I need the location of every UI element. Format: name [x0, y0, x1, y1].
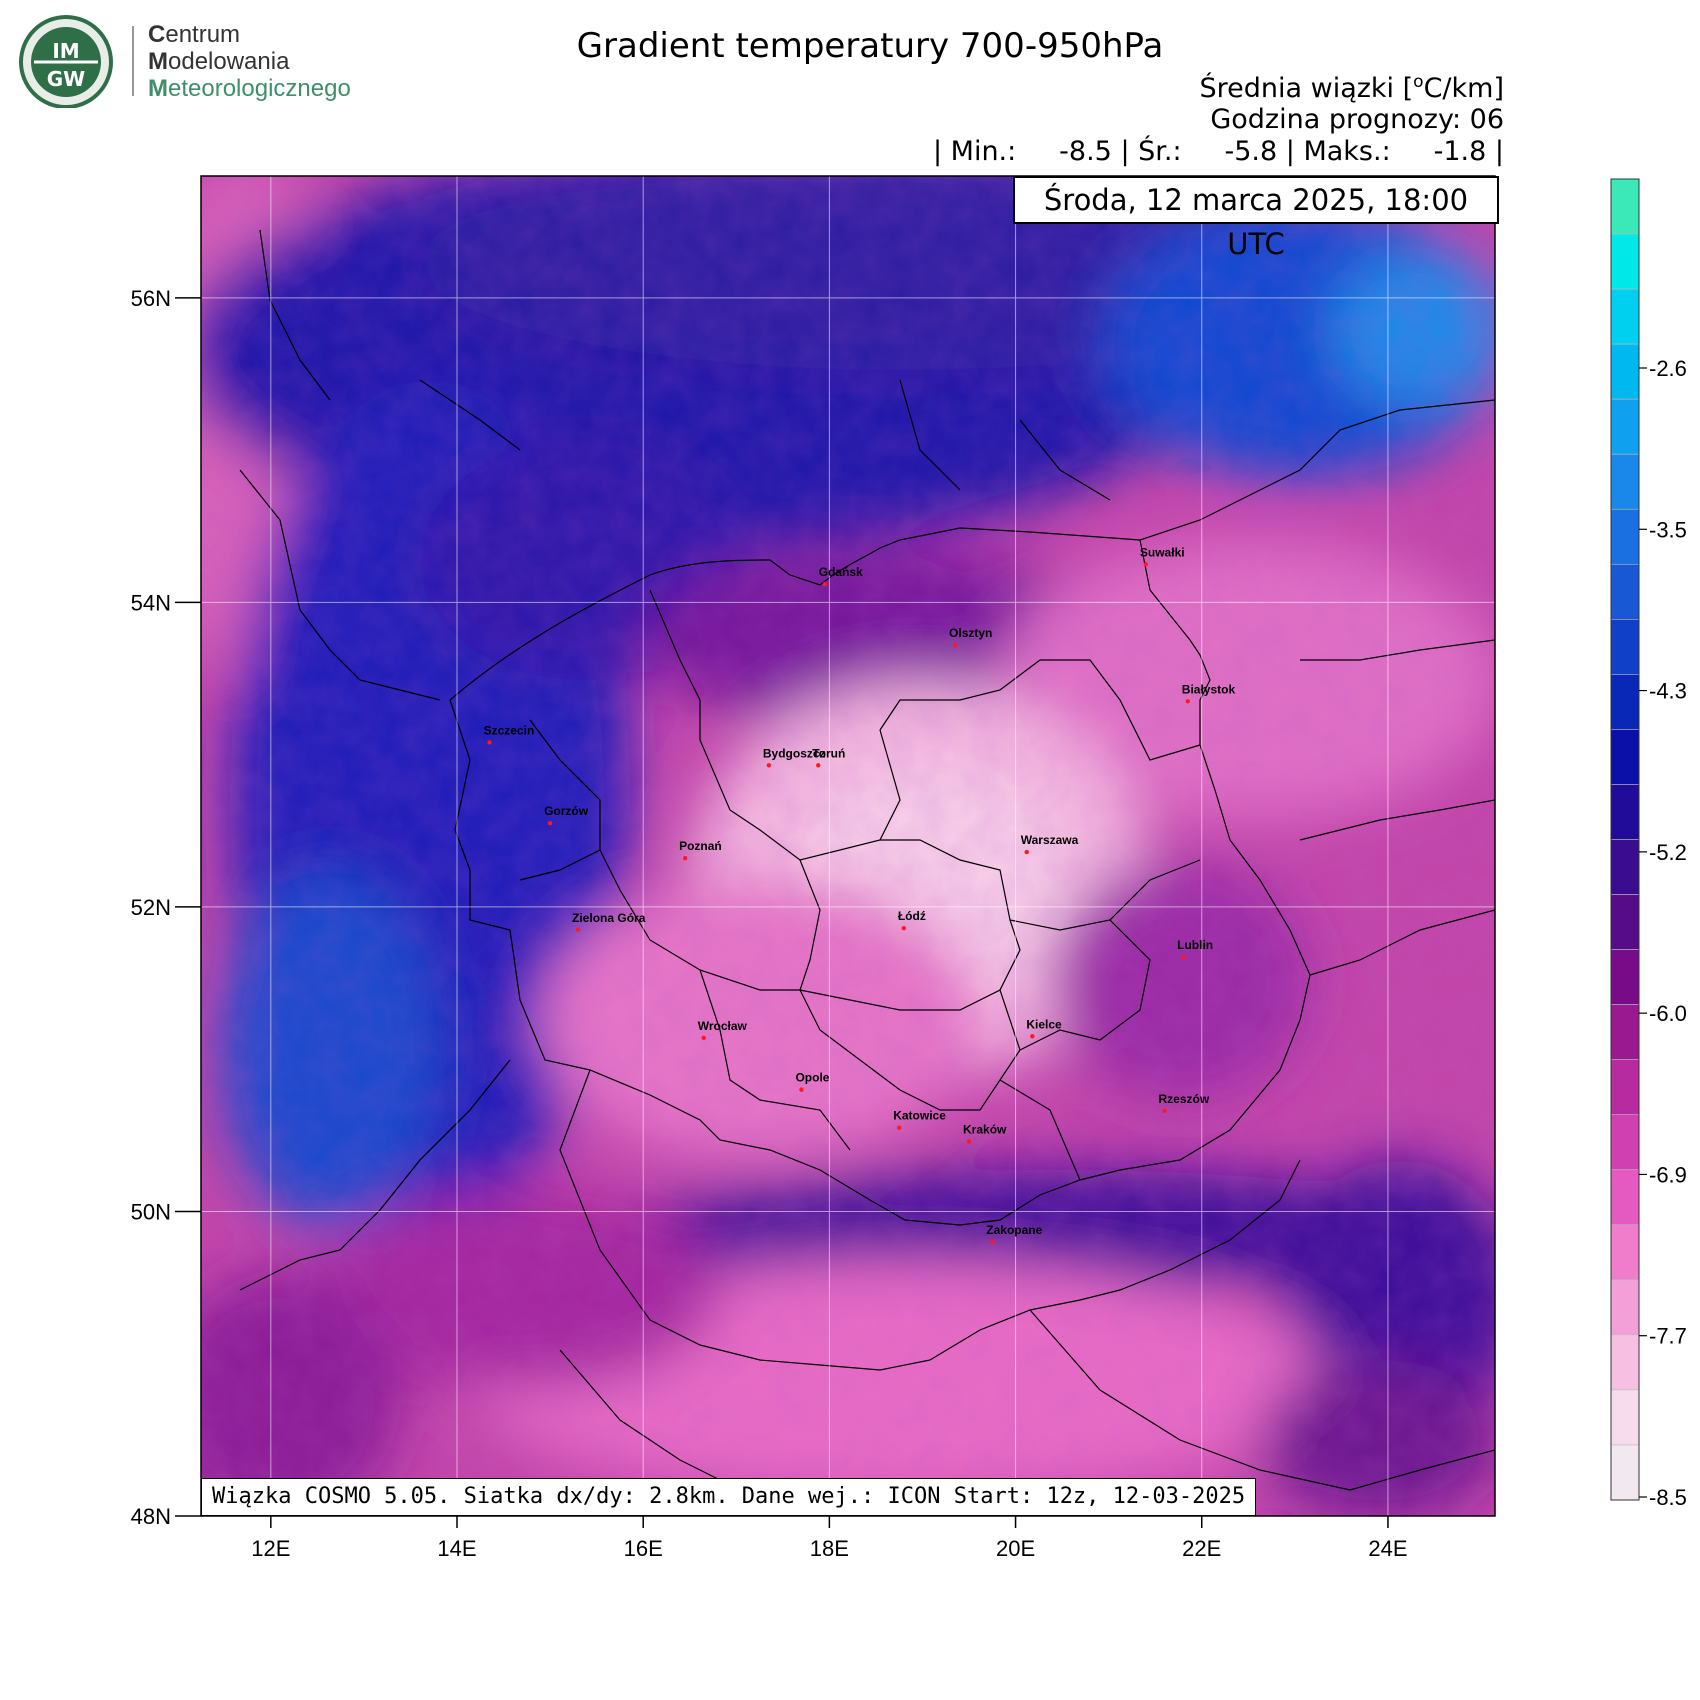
logo-line-3: Meteorologicznego	[148, 75, 351, 102]
city-marker	[487, 740, 492, 745]
city-label: Rzeszów	[1159, 1092, 1210, 1106]
city-marker	[682, 855, 688, 861]
voiv-line-9	[999, 1079, 1081, 1181]
city-label: Gdańsk	[819, 565, 863, 579]
city-marker	[897, 1125, 902, 1130]
city-label: Lublin	[1177, 938, 1213, 952]
logo-line-2: Modelowania	[148, 48, 290, 75]
logo-line-1: Centrum	[148, 21, 241, 48]
voiv-line-3	[799, 839, 1021, 1011]
lon-tick-label: 12E	[251, 1536, 290, 1561]
city-label: Kielce	[1026, 1017, 1062, 1031]
city-label: Wrocław	[698, 1019, 748, 1033]
lon-tick-label: 18E	[810, 1536, 849, 1561]
page-title: Gradient temperatury 700-950hPa	[576, 26, 1164, 66]
logo-badge-top: IM	[52, 39, 79, 63]
city-label: Olsztyn	[949, 626, 992, 640]
city-marker	[822, 581, 827, 587]
lat-tick-label: 50N	[131, 1199, 171, 1224]
city-marker	[952, 642, 958, 648]
city-label: Katowice	[893, 1109, 946, 1123]
subtitle-unit: Średnia wiązki [oC/km]	[1199, 72, 1504, 104]
lon-tick-label: 22E	[1182, 1536, 1221, 1561]
map-frame	[200, 175, 1496, 1517]
model-info: Wiązka COSMO 5.05. Siatka dx/dy: 2.8km. …	[201, 1478, 1257, 1516]
subtitle-forecast-hour: Godzina prognozy: 06	[1210, 104, 1504, 135]
city-label: Toruń	[812, 746, 845, 760]
borders	[239, 229, 1495, 1516]
city-label: Zakopane	[986, 1223, 1042, 1237]
voiv-line-2	[879, 659, 1201, 761]
city-label: Suwałki	[1140, 545, 1185, 559]
lon-tick-label: 24E	[1368, 1536, 1407, 1561]
slovakia-border	[929, 1159, 1301, 1361]
city-label: Kraków	[963, 1122, 1007, 1136]
lon-tick-label: 16E	[624, 1536, 663, 1561]
voiv-line-10	[519, 719, 601, 881]
hungary-border	[1029, 1309, 1495, 1491]
lon-tick-label: 14E	[437, 1536, 476, 1561]
city-marker	[1180, 954, 1186, 960]
city-label: Bydgoszcz	[763, 746, 826, 760]
lat-tick-label: 52N	[131, 895, 171, 920]
city-label: Szczecin	[484, 723, 535, 737]
city-label: Białystok	[1182, 682, 1236, 696]
czech-border	[559, 1069, 931, 1371]
city-marker	[701, 1035, 706, 1041]
imgw-badge-icon: IM GW	[19, 15, 113, 109]
city-marker	[966, 1139, 972, 1144]
valid-time: Środa, 12 marca 2025, 18:00 UTC	[1013, 176, 1499, 261]
city-marker	[901, 926, 907, 931]
city-marker	[766, 763, 772, 768]
lon-tick-label: 20E	[996, 1536, 1035, 1561]
axes: 12E 14E 16E 18E 20E 22E 24E 48N 50N 52N 54N 56N	[131, 286, 1408, 1561]
logo-badge-bottom: GW	[47, 67, 85, 91]
logo-divider	[132, 26, 134, 96]
city-marker	[990, 1239, 995, 1245]
city-marker	[575, 927, 581, 932]
city-label: Gorzów	[544, 804, 589, 818]
lat-tick-label: 48N	[131, 1504, 171, 1529]
foreign-lines-2	[1299, 639, 1495, 841]
logo: IM GW Centrum Modelowania Meteorologiczn…	[12, 12, 382, 109]
city-marker	[816, 763, 821, 768]
city-label: Zielona Góra	[572, 911, 646, 925]
gradient-field	[201, 176, 1495, 1516]
lithuania-border	[1139, 399, 1495, 541]
city-label: Opole	[795, 1071, 829, 1085]
coastline	[449, 527, 1141, 701]
city-label: Poznań	[679, 839, 722, 853]
lat-tick-label: 54N	[131, 590, 171, 615]
city-label: Łódź	[898, 909, 926, 923]
city-marker	[1185, 699, 1190, 704]
city-label: Warszawa	[1021, 833, 1079, 847]
germany-border-north	[239, 469, 441, 701]
stats-line: | Min.: -8.5 | Śr.: -5.8 | Maks.: -1.8 |	[932, 136, 1504, 167]
voiv-line-7	[699, 969, 851, 1151]
city-marker	[1143, 562, 1149, 567]
lat-tick-label: 56N	[131, 286, 171, 311]
ukraine-border	[1309, 909, 1495, 976]
city-marker	[1024, 849, 1029, 855]
voiv-line-5	[599, 849, 800, 991]
city-marker	[799, 1087, 804, 1092]
voiv-line-8	[1019, 919, 1151, 1051]
city-marker	[1162, 1108, 1167, 1114]
city-marker	[1030, 1034, 1035, 1039]
cities: Gdańsk Suwałki Olsztyn Białystok Szczecin Byd…	[484, 545, 1236, 1245]
foreign-lines-1	[259, 229, 1111, 501]
city-marker	[547, 820, 553, 826]
voiv-line-6	[799, 989, 1021, 1111]
voiv-line-1	[649, 589, 901, 861]
germany-border-south	[239, 1059, 511, 1291]
